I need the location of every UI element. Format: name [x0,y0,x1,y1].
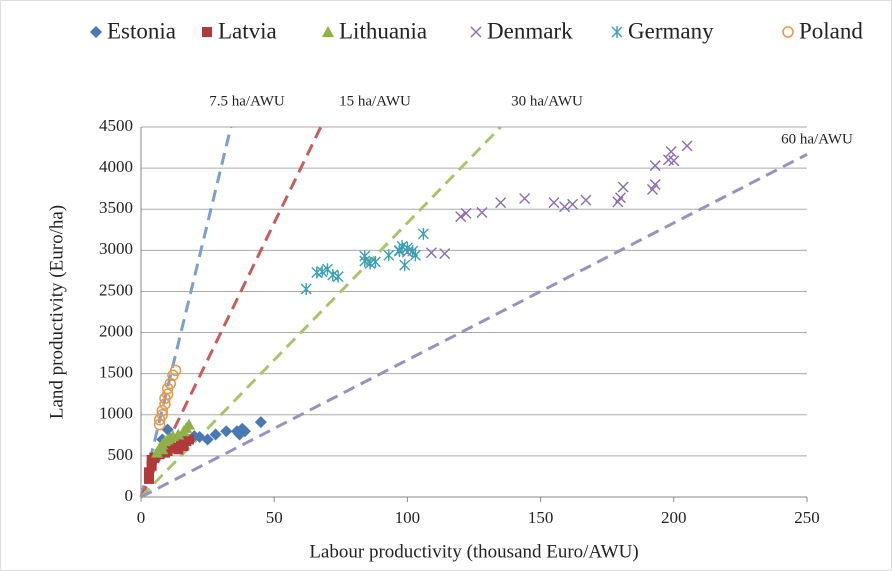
point [665,146,677,158]
point [567,198,579,210]
point [495,197,507,209]
y-tick-label: 3500 [99,198,133,217]
x-tick-label: 0 [137,508,146,527]
point [548,197,560,209]
point [164,377,177,390]
point [359,250,371,263]
legend-marker [782,26,794,38]
legend-marker [611,26,623,38]
point [460,207,472,219]
y-tick-label: 0 [125,486,134,505]
point [409,249,421,262]
legend-marker [470,26,482,38]
reference-label: 30 ha/AWU [511,93,583,109]
point [559,201,571,213]
point [455,211,467,223]
point [369,255,381,268]
point [439,248,451,260]
point [238,425,251,438]
point [425,247,437,259]
point [332,270,344,283]
point [169,364,182,377]
reference-line [139,126,233,498]
x-tick-label: 250 [794,508,820,527]
y-tick-label: 3000 [99,239,133,258]
point [519,193,531,205]
x-tick-label: 150 [528,508,554,527]
point [615,192,627,204]
point [316,265,328,278]
x-tick-label: 50 [266,508,283,527]
legend-label: Denmark [487,18,573,43]
point [143,473,154,484]
y-tick-label: 4000 [99,157,133,176]
reference-label: 15 ha/AWU [339,93,411,109]
point [681,140,693,152]
reference-label: 60 ha/AWU [781,131,853,147]
point [156,404,169,417]
point [220,425,233,438]
y-tick-label: 2500 [99,280,133,299]
y-tick-label: 2000 [99,321,133,340]
point [167,442,178,453]
y-tick-label: 1000 [99,404,133,423]
legend-label: Lithuania [339,18,427,43]
legend-label: Poland [799,18,863,43]
point [383,249,395,262]
y-tick-label: 1500 [99,363,133,382]
legend-label: Estonia [107,18,176,43]
point [399,259,411,272]
y-axis-title: Land productivity (Euro/ha) [46,205,67,419]
x-tick-label: 100 [395,508,421,527]
point [668,155,680,167]
reference-line [140,153,808,499]
y-tick-label: 4500 [99,116,133,135]
x-axis-title: Labour productivity (thousand Euro/AWU) [309,541,638,562]
reference-label: 7.5 ha/AWU [209,93,285,109]
point [417,227,429,240]
point [156,409,169,421]
point [254,416,267,429]
point [143,467,154,478]
point [162,445,173,456]
legend-label: Germany [628,18,714,43]
x-tick-label: 200 [661,508,687,527]
point [476,207,488,219]
y-tick-label: 500 [108,445,134,464]
point [183,434,194,445]
point [173,444,184,455]
legend-marker [90,26,102,38]
legend-marker [322,26,334,37]
point [649,160,661,172]
point [146,460,157,471]
point [161,388,174,400]
point [649,179,661,191]
legend-marker [202,27,212,37]
point [580,194,592,206]
point [617,181,629,193]
point [201,433,214,446]
point [182,418,195,430]
point [209,428,222,441]
legend-label: Latvia [218,18,277,43]
point [300,282,312,295]
point [172,428,185,440]
